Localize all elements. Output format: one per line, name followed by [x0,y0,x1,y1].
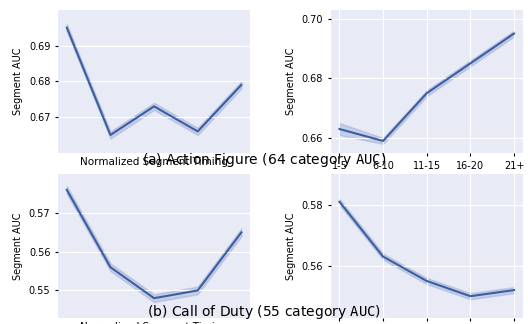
X-axis label: Normalized Segment Timing: Normalized Segment Timing [80,322,228,324]
Text: (b) Call of Duty (55 category $\mathtt{AUC}$): (b) Call of Duty (55 category $\mathtt{A… [147,303,381,321]
X-axis label: Number of Tokens: Number of Tokens [380,175,474,185]
Y-axis label: Segment AUC: Segment AUC [286,48,296,115]
Y-axis label: Segment AUC: Segment AUC [286,212,296,280]
Y-axis label: Segment AUC: Segment AUC [13,48,23,115]
X-axis label: Normalized Segment Timing: Normalized Segment Timing [80,157,228,167]
Y-axis label: Segment AUC: Segment AUC [13,212,23,280]
Text: (a) Action Figure (64 category $\mathtt{AUC}$): (a) Action Figure (64 category $\mathtt{… [142,151,386,169]
